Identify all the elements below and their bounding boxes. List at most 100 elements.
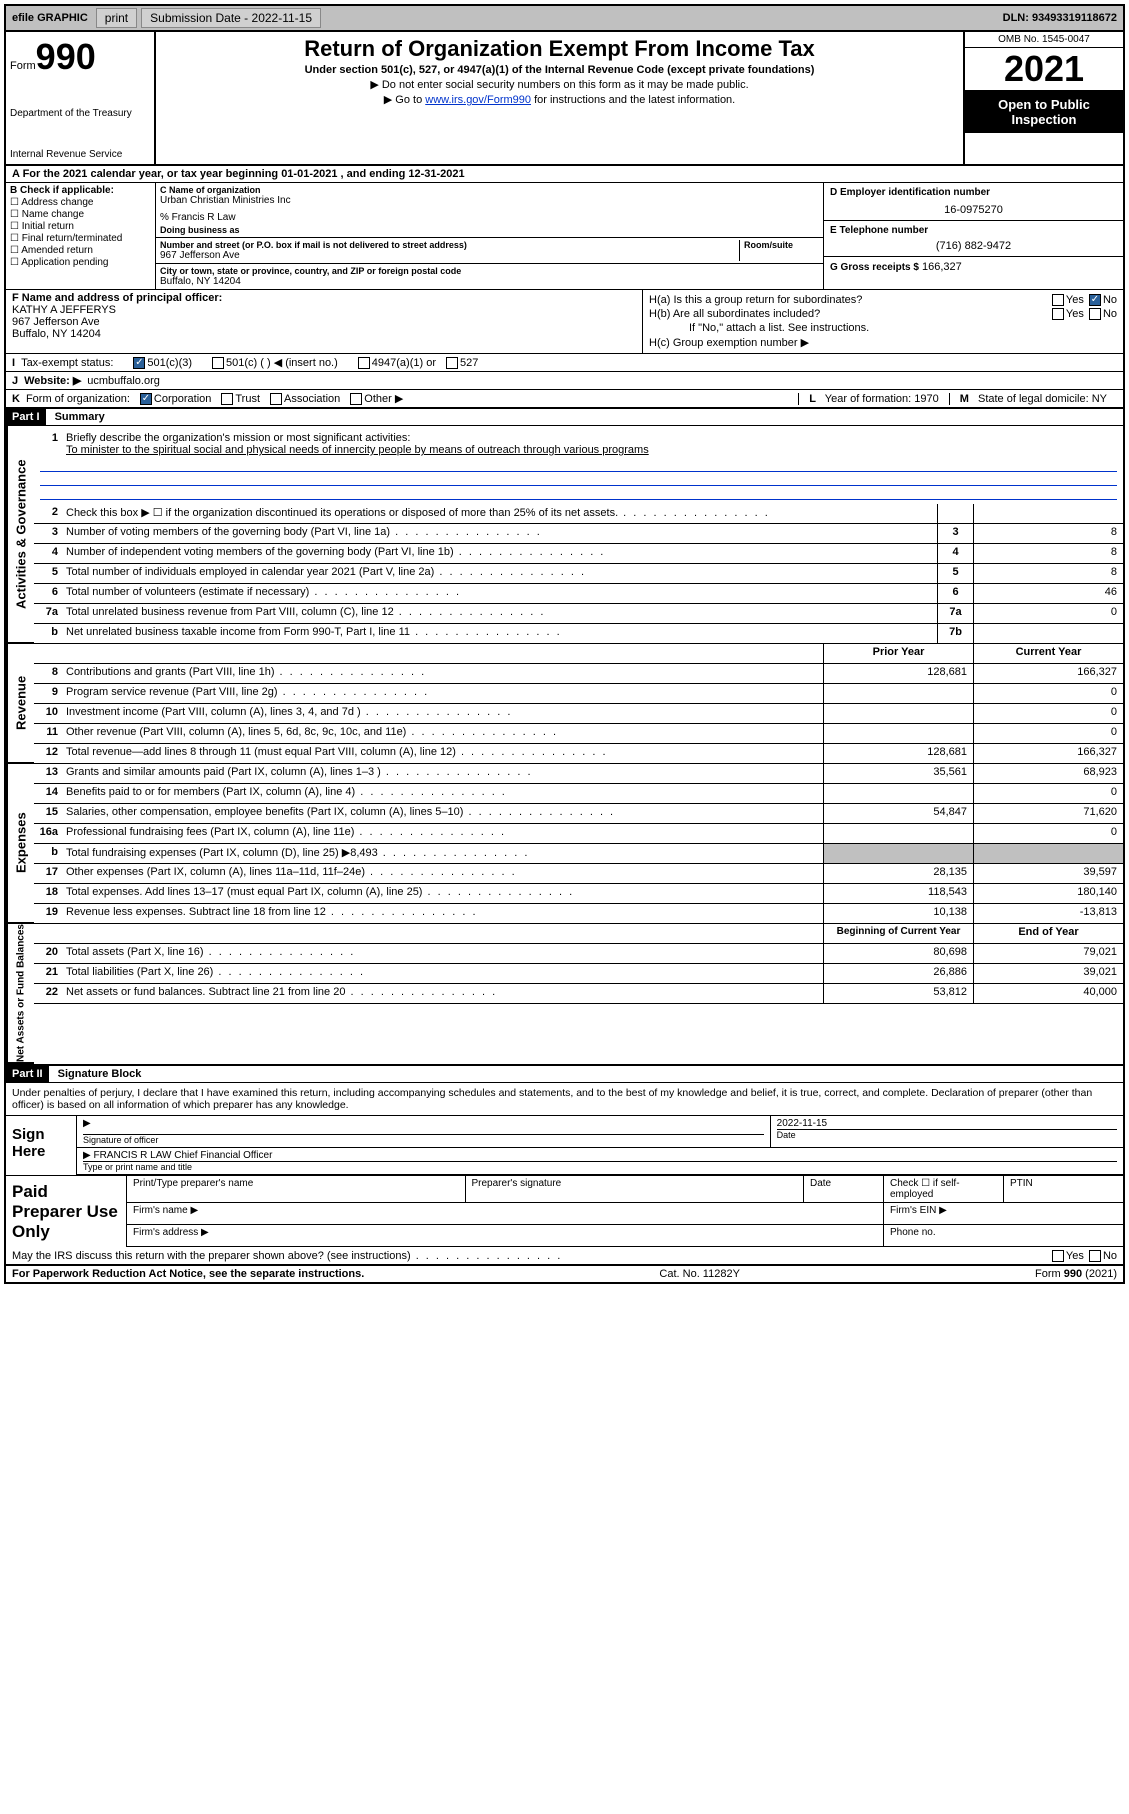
hb-yes[interactable] (1052, 308, 1064, 320)
table-row: 11 Other revenue (Part VIII, column (A),… (34, 724, 1123, 744)
dln-text: DLN: 93493319118672 (1003, 12, 1123, 24)
sign-right: ▶ Signature of officer 2022-11-15 Date ▶… (76, 1116, 1123, 1175)
chk-amended[interactable]: ☐ Amended return (10, 245, 151, 256)
part2-title: Signature Block (52, 1066, 148, 1082)
row-prior: 35,561 (823, 764, 973, 783)
row-num: 20 (34, 944, 62, 963)
table-row: 12 Total revenue—add lines 8 through 11 … (34, 744, 1123, 764)
line-j: J Website: ▶ ucmbuffalo.org (6, 372, 1123, 390)
sig-row1: ▶ Signature of officer 2022-11-15 Date (76, 1116, 1123, 1148)
row-desc: Contributions and grants (Part VIII, lin… (62, 664, 823, 683)
chk-address[interactable]: ☐ Address change (10, 197, 151, 208)
chk-initial[interactable]: ☐ Initial return (10, 221, 151, 232)
mission-row: 1 Briefly describe the organization's mi… (34, 426, 1123, 504)
table-row: 14 Benefits paid to or for members (Part… (34, 784, 1123, 804)
mission-line1 (40, 458, 1117, 472)
chk-501c[interactable] (212, 357, 224, 369)
addr-val: 967 Jefferson Ave (160, 250, 739, 261)
o-corp: Corporation (154, 393, 211, 405)
org-name-row: C Name of organization Urban Christian M… (156, 183, 823, 238)
chk-name[interactable]: ☐ Name change (10, 209, 151, 220)
prep-name-lbl: Print/Type preparer's name (126, 1176, 465, 1202)
irs-link[interactable]: www.irs.gov/Form990 (425, 94, 531, 106)
row-desc: Benefits paid to or for members (Part IX… (62, 784, 823, 803)
hb-text: H(b) Are all subordinates included? (649, 308, 820, 320)
row-desc: Investment income (Part VIII, column (A)… (62, 704, 823, 723)
firm-ein-lbl: Firm's EIN ▶ (883, 1203, 1123, 1224)
row-prior: 128,681 (823, 664, 973, 683)
prep-date-lbl: Date (803, 1176, 883, 1202)
row-val: 8 (973, 544, 1123, 563)
expenses-table: Expenses 13 Grants and similar amounts p… (6, 764, 1123, 924)
row-desc: Professional fundraising fees (Part IX, … (62, 824, 823, 843)
phone-lbl: E Telephone number (830, 225, 1117, 236)
print-button[interactable]: print (96, 8, 137, 28)
may-no[interactable] (1089, 1250, 1101, 1262)
table-row: 4 Number of independent voting members o… (34, 544, 1123, 564)
row-num: 22 (34, 984, 62, 1003)
o-501c3: 501(c)(3) (147, 357, 192, 369)
row-prior: 80,698 (823, 944, 973, 963)
paid-row1: Print/Type preparer's name Preparer's si… (126, 1176, 1123, 1203)
o-527: 527 (460, 357, 478, 369)
row-num: 2 (34, 504, 62, 523)
beg-year-lbl: Beginning of Current Year (823, 924, 973, 943)
netassets-table: Net Assets or Fund Balances Beginning of… (6, 924, 1123, 1066)
row-desc: Total number of volunteers (estimate if … (62, 584, 937, 603)
row-box: 3 (937, 524, 973, 543)
chk-527[interactable] (446, 357, 458, 369)
end-year-lbl: End of Year (973, 924, 1123, 943)
row-num: 10 (34, 704, 62, 723)
chk-4947[interactable] (358, 357, 370, 369)
officer-lbl: F Name and address of principal officer: (12, 292, 636, 304)
may-no-lbl: No (1103, 1250, 1117, 1262)
part1-title: Summary (49, 409, 111, 425)
ha-yes[interactable] (1052, 294, 1064, 306)
row-val: 0 (973, 604, 1123, 623)
chk-trust[interactable] (221, 393, 233, 405)
col-de: D Employer identification number 16-0975… (823, 183, 1123, 289)
o-assoc: Association (284, 393, 340, 405)
chk-final-lbl: Final return/terminated (22, 233, 123, 244)
row-curr: 0 (973, 724, 1123, 743)
row-num: 9 (34, 684, 62, 703)
hb-no[interactable] (1089, 308, 1101, 320)
row-num: 6 (34, 584, 62, 603)
mission-lbl: Briefly describe the organization's miss… (66, 432, 410, 444)
ha-no[interactable]: ✓ (1089, 294, 1101, 306)
chk-final[interactable]: ☐ Final return/terminated (10, 233, 151, 244)
side-governance: Activities & Governance (6, 426, 34, 644)
website-val: ucmbuffalo.org (87, 375, 160, 387)
chk-assoc[interactable] (270, 393, 282, 405)
net-head: Beginning of Current Year End of Year (34, 924, 1123, 944)
i-lbl: I (12, 357, 15, 369)
may-yes[interactable] (1052, 1250, 1064, 1262)
governance-table: Activities & Governance 1 Briefly descri… (6, 426, 1123, 644)
chk-other[interactable] (350, 393, 362, 405)
chk-pending[interactable]: ☐ Application pending (10, 257, 151, 268)
row-desc: Revenue less expenses. Subtract line 18 … (62, 904, 823, 923)
goto-pre: ▶ Go to (384, 94, 425, 106)
room-lbl: Room/suite (744, 240, 819, 250)
j-txt: Website: ▶ (24, 374, 81, 387)
may-irs-text: May the IRS discuss this return with the… (12, 1250, 562, 1262)
phone-row: E Telephone number (716) 882-9472 (824, 221, 1123, 257)
submission-date-button[interactable]: Submission Date - 2022-11-15 (141, 8, 321, 28)
rev-head-desc (62, 644, 823, 663)
paid-row2: Firm's name ▶ Firm's EIN ▶ (126, 1203, 1123, 1225)
city-row: City or town, state or province, country… (156, 264, 823, 289)
chk-corp[interactable]: ✓ (140, 393, 152, 405)
chk-501c3[interactable]: ✓ (133, 357, 145, 369)
gov-body: 1 Briefly describe the organization's mi… (34, 426, 1123, 644)
table-row: 9 Program service revenue (Part VIII, li… (34, 684, 1123, 704)
ein-lbl: D Employer identification number (830, 187, 1117, 198)
row-curr: 71,620 (973, 804, 1123, 823)
k-txt: Form of organization: (26, 393, 130, 405)
table-row: 22 Net assets or fund balances. Subtract… (34, 984, 1123, 1004)
yes-lbl: Yes (1066, 294, 1084, 306)
irs-label: Internal Revenue Service (10, 149, 150, 160)
row-prior (823, 784, 973, 803)
o-501c: 501(c) ( ) ◀ (insert no.) (226, 356, 338, 369)
chk-pending-lbl: Application pending (21, 257, 108, 268)
k-lbl: K (12, 393, 20, 405)
